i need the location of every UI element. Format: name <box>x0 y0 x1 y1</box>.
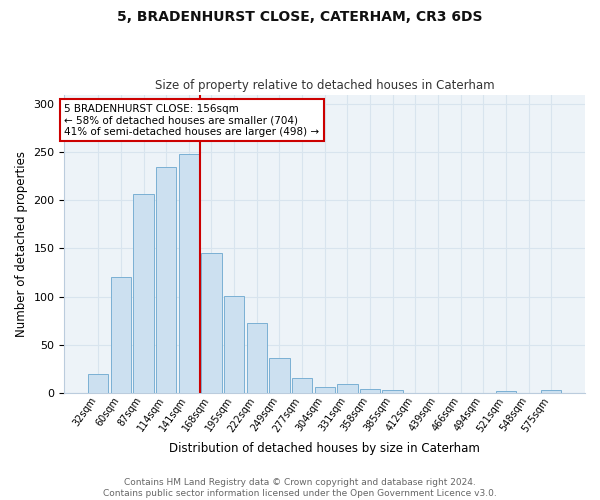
Bar <box>224 296 244 393</box>
Bar <box>133 194 154 393</box>
Bar <box>541 390 562 393</box>
Bar <box>292 378 312 393</box>
Bar <box>201 254 221 393</box>
Bar <box>360 389 380 393</box>
Bar <box>269 358 290 393</box>
Bar <box>111 278 131 393</box>
Title: Size of property relative to detached houses in Caterham: Size of property relative to detached ho… <box>155 79 494 92</box>
Text: 5, BRADENHURST CLOSE, CATERHAM, CR3 6DS: 5, BRADENHURST CLOSE, CATERHAM, CR3 6DS <box>117 10 483 24</box>
X-axis label: Distribution of detached houses by size in Caterham: Distribution of detached houses by size … <box>169 442 480 455</box>
Bar <box>314 387 335 393</box>
Text: 5 BRADENHURST CLOSE: 156sqm
← 58% of detached houses are smaller (704)
41% of se: 5 BRADENHURST CLOSE: 156sqm ← 58% of det… <box>64 104 320 136</box>
Bar <box>179 154 199 393</box>
Bar <box>496 391 516 393</box>
Text: Contains HM Land Registry data © Crown copyright and database right 2024.
Contai: Contains HM Land Registry data © Crown c… <box>103 478 497 498</box>
Bar <box>247 322 267 393</box>
Bar <box>88 374 109 393</box>
Bar <box>156 166 176 393</box>
Bar <box>382 390 403 393</box>
Bar <box>337 384 358 393</box>
Y-axis label: Number of detached properties: Number of detached properties <box>15 150 28 336</box>
